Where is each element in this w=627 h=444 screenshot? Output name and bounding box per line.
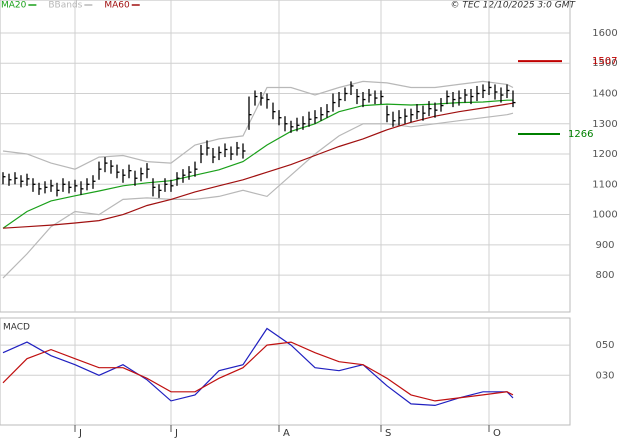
macd-title: MACD [3,323,30,333]
y-tick-label: 1100 [592,179,617,190]
y-tick-label: 1500 [592,58,617,69]
x-tick-label: S [385,428,391,439]
y-tick-label: 1000 [592,210,617,221]
macd-panel [0,317,571,426]
y-tick-label: 1200 [592,149,617,160]
y-tick-label: 900 [595,240,614,251]
y-tick-label: 050 [595,340,614,351]
x-tick-label: J [174,428,178,439]
x-tick-label: A [283,428,290,439]
x-tick-label: J [78,428,82,439]
y-tick-label: 800 [595,270,614,281]
indicator-line [2,80,514,170]
y-tick-label: 1600 [592,28,617,39]
indicator-line [2,99,513,229]
indicator-line [2,112,514,279]
level-label: 1266 [568,129,593,140]
legend-label: BBands [48,1,82,11]
level-label: 1507 [592,56,617,67]
macd-line [2,341,514,402]
y-tick-label: 1300 [592,119,617,130]
indicator-line [2,102,514,229]
legend-label: MA60 [104,1,130,11]
legend-label: MA20 [1,1,27,11]
y-tick-label: 1400 [592,89,617,100]
price-panel [0,0,571,313]
y-tick-label: 030 [595,370,614,381]
credit: © TEC 12/10/2025 3:0 GMT [450,1,576,11]
macd-line [2,327,514,407]
x-tick-label: O [493,428,501,439]
